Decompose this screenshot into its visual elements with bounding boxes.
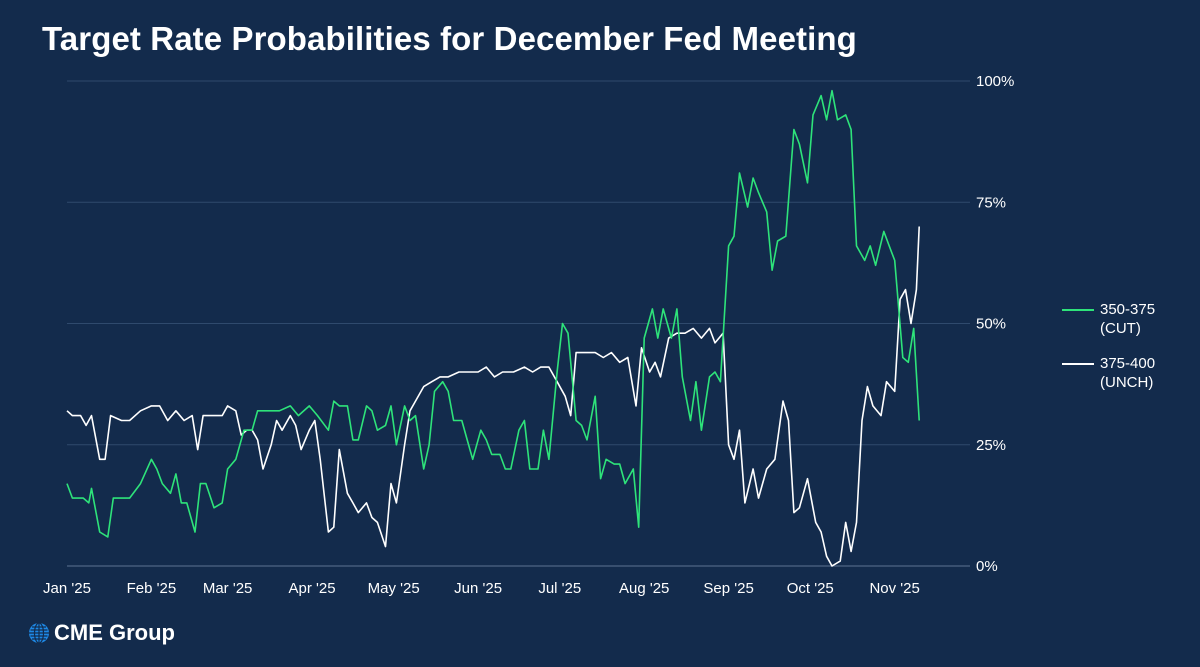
series-lines bbox=[66, 89, 920, 567]
legend-swatch-unch bbox=[1062, 363, 1094, 365]
y-tick-label: 25% bbox=[976, 437, 1006, 454]
x-tick-label: Sep '25 bbox=[703, 580, 753, 597]
legend-item-cut: 350-375 (CUT) bbox=[1062, 300, 1155, 338]
series-line-unch bbox=[66, 226, 920, 567]
chart-title: Target Rate Probabilities for December F… bbox=[42, 20, 857, 57]
legend-label-cut: 350-375 (CUT) bbox=[1100, 301, 1156, 337]
legend-swatch-cut bbox=[1062, 309, 1094, 311]
x-tick-label: Aug '25 bbox=[619, 580, 669, 597]
x-tick-label: Nov '25 bbox=[869, 580, 919, 597]
cme-group-logo: CME Group bbox=[28, 620, 175, 646]
x-axis-ticks: Jan '25 Feb '25 Mar '25 Apr '25 May '25 Jun '… bbox=[43, 580, 920, 597]
logo-text: CME Group bbox=[54, 620, 175, 645]
x-tick-label: Jul '25 bbox=[538, 580, 581, 597]
y-tick-label: 75% bbox=[976, 194, 1006, 211]
series-line-cut bbox=[66, 89, 920, 538]
x-tick-label: Oct '25 bbox=[787, 580, 834, 597]
gridlines bbox=[67, 80, 970, 567]
y-tick-label: 100% bbox=[976, 73, 1014, 90]
y-tick-label: 50% bbox=[976, 316, 1006, 333]
x-tick-label: Feb '25 bbox=[127, 580, 177, 597]
x-tick-label: May '25 bbox=[368, 580, 420, 597]
y-axis-ticks: 0% 25% 50% 75% 100% bbox=[976, 73, 1014, 575]
x-tick-label: Apr '25 bbox=[288, 580, 335, 597]
x-tick-label: Mar '25 bbox=[203, 580, 253, 597]
x-tick-label: Jun '25 bbox=[454, 580, 502, 597]
legend: 350-375 (CUT) 375-400 (UNCH) bbox=[1062, 300, 1155, 408]
legend-label-unch: 375-400 (UNCH) bbox=[1100, 355, 1156, 391]
legend-item-unch: 375-400 (UNCH) bbox=[1062, 354, 1155, 392]
globe-icon bbox=[29, 622, 49, 644]
x-tick-label: Jan '25 bbox=[43, 580, 91, 597]
y-tick-label: 0% bbox=[976, 558, 998, 575]
